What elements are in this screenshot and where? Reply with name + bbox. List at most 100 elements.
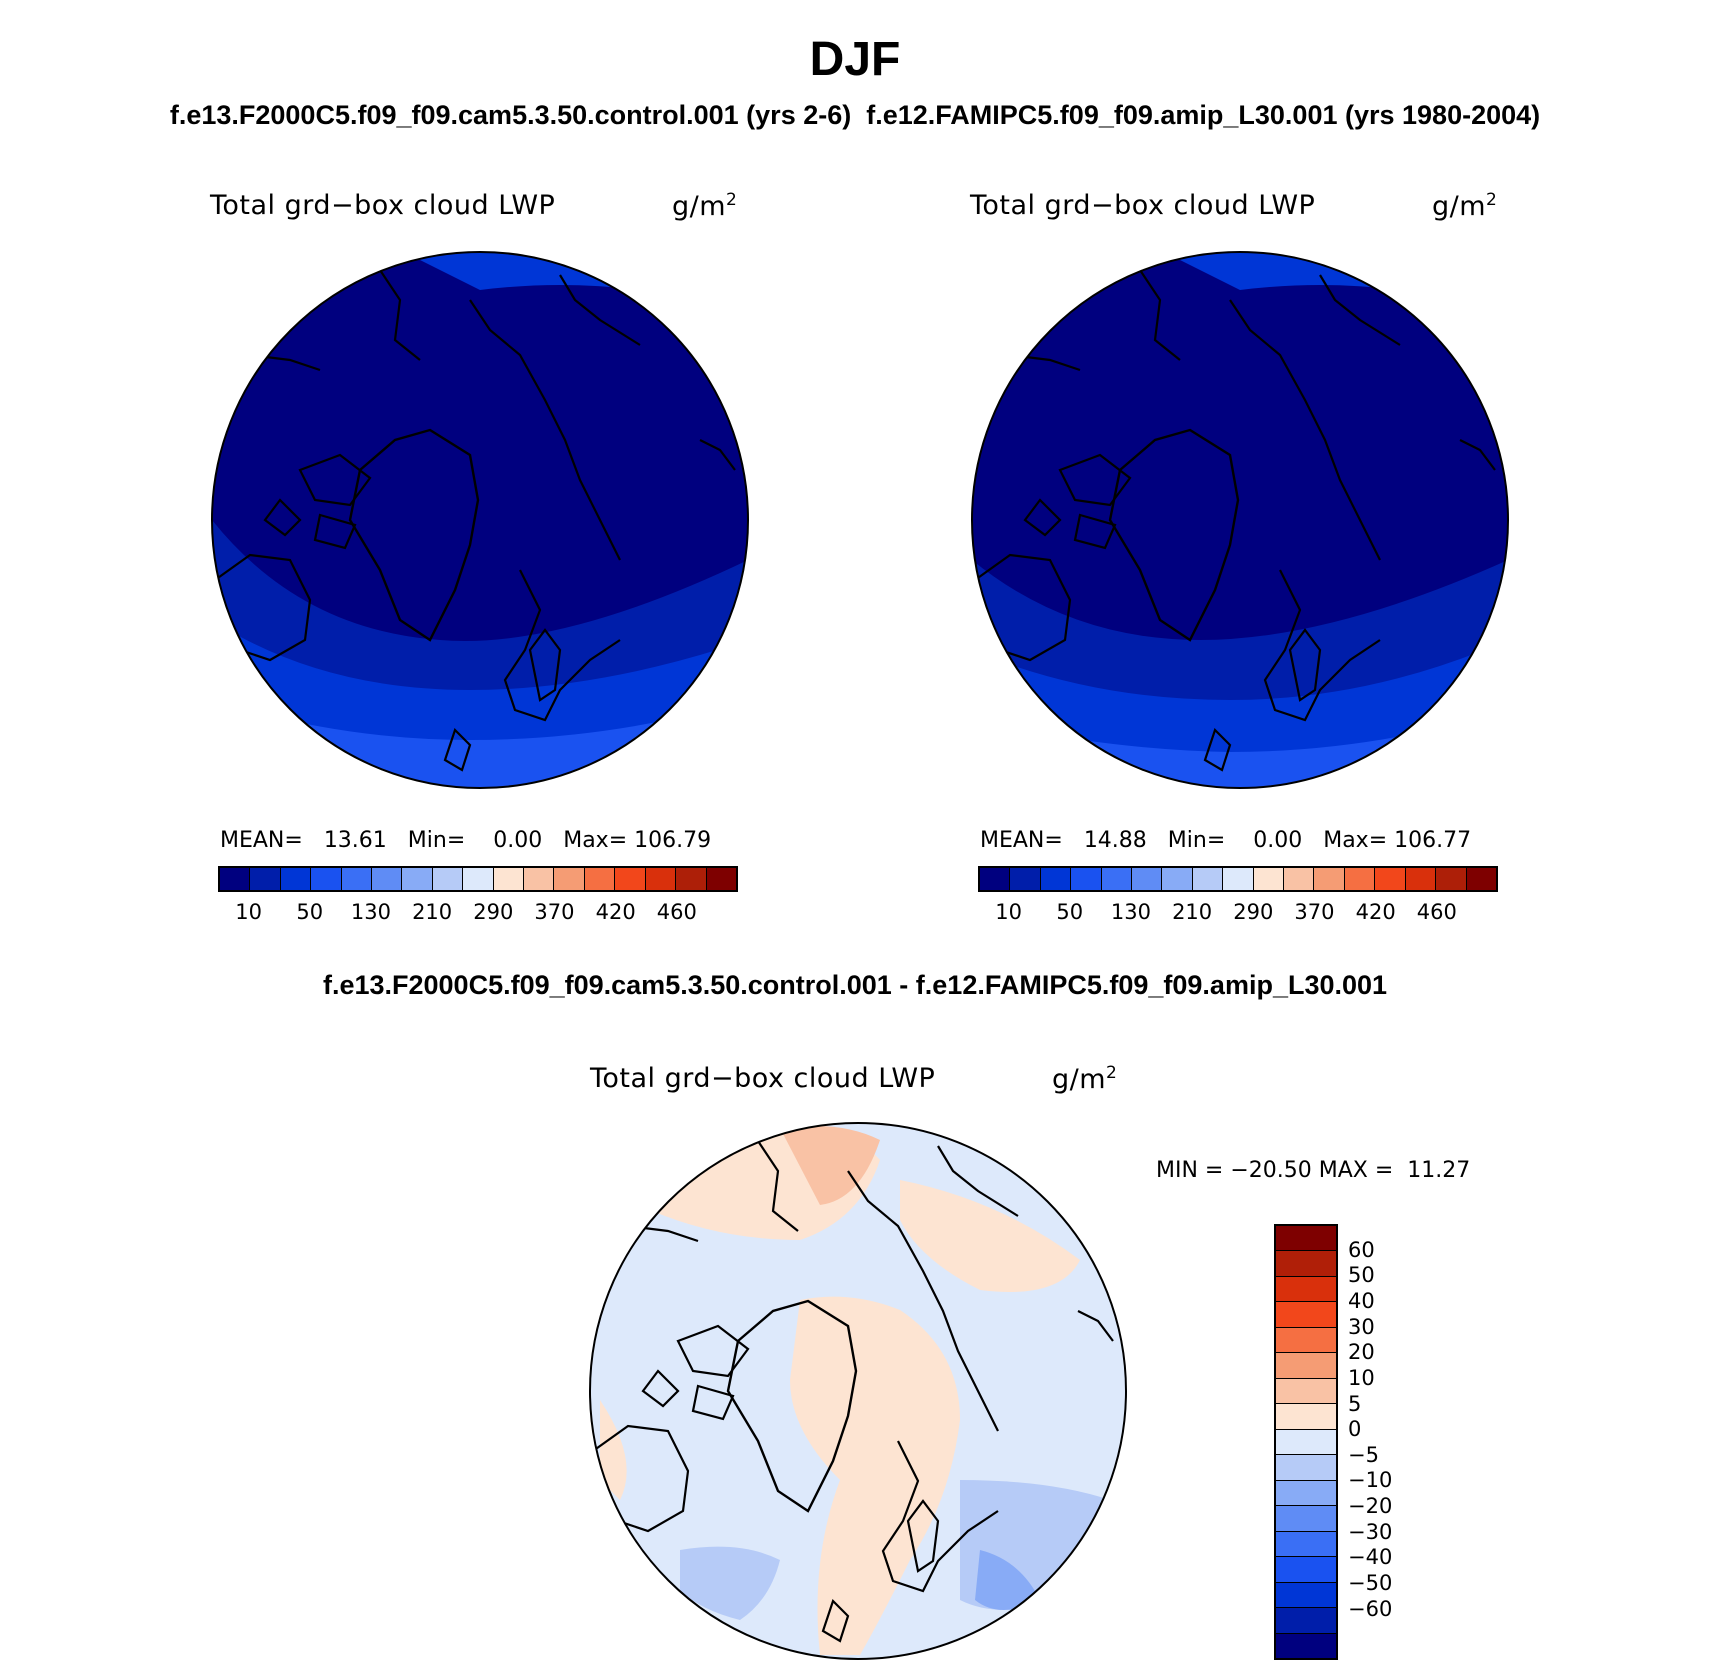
colorbar-swatch [554,868,585,890]
colorbar-swatch [1071,868,1102,890]
colorbar-tick-label: 40 [1348,1288,1375,1313]
difference-units: g/m2 [1052,1063,1118,1095]
colorbar-swatch [1276,1608,1336,1634]
colorbar-tick-label: −60 [1348,1596,1393,1621]
colorbar-swatch [372,868,403,890]
difference-variable: Total grd−box cloud LWP [590,1063,936,1094]
colorbar-swatch [1276,1633,1336,1658]
colorbar-swatch [311,868,342,890]
difference-colorbar-labels: 60 50 40 30 20 10 5 0 −5 −10 −20 −30 −40 −50 −60 [1348,1224,1468,1660]
colorbar-swatch [1314,868,1345,890]
colorbar-swatch [524,868,555,890]
cases-header: f.e13.F2000C5.f09_f09.cam5.3.50.control.… [0,100,1710,131]
difference-map [590,1123,1126,1659]
colorbar-tick-label: 370 [1294,900,1335,924]
colorbar-swatch [493,868,525,890]
colorbar-swatch [1466,868,1496,890]
colorbar-swatch [250,868,281,890]
colorbar-swatch [1253,868,1285,890]
colorbar-tick-label: 370 [534,900,575,924]
colorbar-tick-label: 50 [1348,1263,1375,1288]
colorbar-tick-label: 210 [412,900,453,924]
colorbar-swatch [980,868,1011,890]
panel-2-map [972,252,1508,788]
colorbar-tick-label: 460 [656,900,697,924]
colorbar-swatch [1276,1276,1336,1303]
colorbar-swatch [432,868,464,890]
panel-1-units: g/m2 [672,190,738,222]
colorbar-swatch [1276,1557,1336,1583]
colorbar-tick-label: −30 [1348,1519,1393,1544]
colorbar-swatch [1010,868,1041,890]
difference-title: f.e13.F2000C5.f09_f09.cam5.3.50.control.… [322,970,1388,1000]
difference-colorbar [1274,1224,1338,1660]
panel-1-colorbar [218,866,738,892]
colorbar-swatch [584,868,616,890]
panel-1-variable: Total grd−box cloud LWP [210,190,556,221]
colorbar-tick-label: 290 [473,900,514,924]
panel-2-variable: Total grd−box cloud LWP [970,190,1316,221]
colorbar-swatch [1276,1226,1336,1252]
difference-minmax: MIN = −20.50 MAX = 11.27 [1156,1158,1471,1183]
colorbar-swatch [402,868,433,890]
colorbar-tick-label: 130 [350,900,391,924]
colorbar-swatch [1162,868,1193,890]
colorbar-tick-label: 30 [1348,1314,1375,1339]
panel-1-colorbar-labels: 10 50 130 210 290 370 420 460 [218,900,738,930]
colorbar-swatch [280,868,312,890]
colorbar-tick-label: 10 [995,900,1022,924]
colorbar-tick-label: 0 [1348,1417,1362,1442]
panel-1-map [212,252,748,788]
colorbar-tick-label: −10 [1348,1468,1393,1493]
colorbar-swatch [706,868,736,890]
colorbar-swatch [1276,1582,1336,1609]
case-a-label: f.e13.F2000C5.f09_f09.cam5.3.50.control.… [169,100,852,130]
colorbar-swatch [1040,868,1072,890]
colorbar-tick-label: 50 [296,900,324,924]
panel-1-stats: MEAN= 13.61 Min= 0.00 Max= 106.79 [220,828,712,853]
colorbar-swatch [1101,868,1133,890]
colorbar-swatch [1276,1429,1336,1456]
colorbar-swatch [341,868,373,890]
colorbar-swatch [1284,868,1315,890]
panel-2-units: g/m2 [1432,190,1498,222]
colorbar-swatch [220,868,251,890]
colorbar-swatch [1192,868,1224,890]
colorbar-swatch [1276,1506,1336,1532]
colorbar-swatch [1276,1378,1336,1405]
colorbar-swatch [1276,1327,1336,1354]
colorbar-tick-label: 290 [1233,900,1274,924]
colorbar-tick-label: 60 [1348,1237,1375,1262]
colorbar-tick-label: 10 [235,900,262,924]
colorbar-tick-label: 460 [1416,900,1457,924]
colorbar-swatch [1276,1455,1336,1481]
colorbar-tick-label: 5 [1348,1391,1362,1416]
colorbar-swatch [1276,1353,1336,1379]
colorbar-swatch [1344,868,1376,890]
colorbar-tick-label: 210 [1172,900,1213,924]
colorbar-swatch [463,868,494,890]
colorbar-swatch [1276,1531,1336,1558]
panel-2-stats: MEAN= 14.88 Min= 0.00 Max= 106.77 [980,828,1472,853]
panel-2-colorbar [978,866,1498,892]
colorbar-tick-label: −5 [1348,1442,1379,1467]
colorbar-swatch [1276,1302,1336,1328]
colorbar-swatch [1436,868,1467,890]
colorbar-swatch [1276,1404,1336,1430]
colorbar-swatch [1276,1251,1336,1277]
colorbar-swatch [1276,1480,1336,1507]
colorbar-swatch [676,868,707,890]
colorbar-tick-label: −20 [1348,1494,1393,1519]
colorbar-swatch [1405,868,1437,890]
colorbar-tick-label: 420 [595,900,636,924]
season-title: DJF [809,33,901,86]
colorbar-swatch [615,868,646,890]
case-b-label: f.e12.FAMIPC5.f09_f09.amip_L30.001 (yrs … [866,100,1541,130]
colorbar-swatch [1132,868,1163,890]
colorbar-swatch [645,868,677,890]
colorbar-tick-label: −40 [1348,1545,1393,1570]
colorbar-tick-label: 420 [1355,900,1396,924]
panel-2-colorbar-labels: 10 50 130 210 290 370 420 460 [978,900,1498,930]
colorbar-swatch [1375,868,1406,890]
